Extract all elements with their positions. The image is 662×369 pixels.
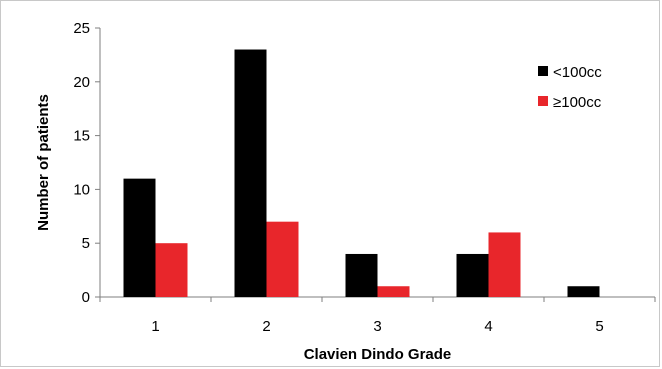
bar-series-2-cat-1 (155, 243, 188, 297)
y-tick-label: 20 (73, 74, 90, 91)
legend-label: ≥100cc (553, 94, 602, 111)
bar-series-1-cat-2 (234, 49, 267, 297)
bar-series-2-cat-4 (488, 232, 521, 297)
bar-series-1-cat-5 (567, 286, 600, 297)
legend: <100cc ≥100cc (538, 64, 602, 111)
y-axis-title: Number of patients (35, 94, 52, 231)
x-tick-label: 1 (151, 318, 159, 335)
x-axis: 1 2 3 4 5 (99, 296, 656, 335)
y-tick-label: 10 (73, 181, 90, 198)
y-tick-label: 25 (73, 20, 90, 37)
x-tick-label: 3 (373, 318, 381, 335)
y-tick-label: 5 (82, 235, 90, 252)
y-axis: 0 5 10 15 20 25 (73, 20, 101, 306)
x-axis-title: Clavien Dindo Grade (304, 346, 452, 363)
x-tick-label: 4 (484, 318, 492, 335)
bar-series-2-cat-3 (377, 286, 410, 297)
bar-series-2-cat-2 (266, 221, 299, 297)
legend-swatch (538, 96, 548, 106)
bar-series-1-cat-4 (456, 253, 489, 297)
x-tick-label: 5 (595, 318, 603, 335)
bar-series-1-cat-1 (123, 178, 156, 297)
legend-swatch (538, 66, 548, 76)
legend-label: <100cc (553, 64, 602, 81)
x-tick-label: 2 (262, 318, 270, 335)
y-tick-label: 15 (73, 128, 90, 145)
bar-series-1-cat-3 (345, 253, 378, 297)
bars (123, 49, 600, 297)
y-tick-label: 0 (82, 289, 90, 306)
